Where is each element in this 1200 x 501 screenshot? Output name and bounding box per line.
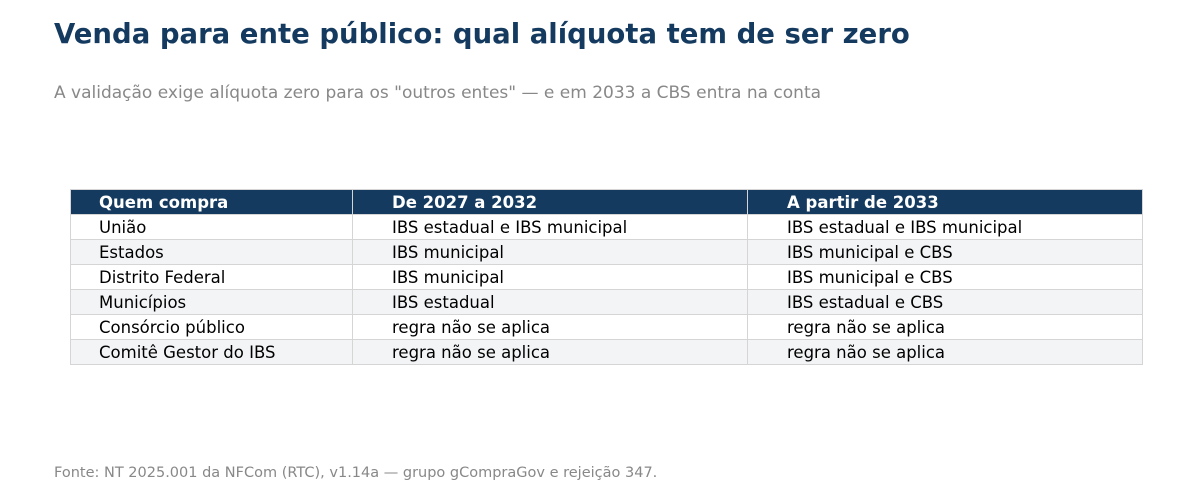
table-cell: regra não se aplica xyxy=(352,314,748,340)
table-row: Municípios IBS estadual IBS estadual e C… xyxy=(70,289,1143,315)
table-cell: União xyxy=(70,214,353,240)
table-cell: IBS estadual e IBS municipal xyxy=(747,214,1143,240)
table-cell: regra não se aplica xyxy=(352,339,748,365)
table-cell: regra não se aplica xyxy=(747,314,1143,340)
chart-title: Venda para ente público: qual alíquota t… xyxy=(54,18,910,50)
table-row: Distrito Federal IBS municipal IBS munic… xyxy=(70,264,1143,290)
column-header-buyer: Quem compra xyxy=(70,189,353,215)
table-cell: IBS estadual xyxy=(352,289,748,315)
table-cell: IBS municipal e CBS xyxy=(747,239,1143,265)
table-cell: Estados xyxy=(70,239,353,265)
table-header-row: Quem compra De 2027 a 2032 A partir de 2… xyxy=(70,189,1143,215)
table-cell: regra não se aplica xyxy=(747,339,1143,365)
table-cell: Consórcio público xyxy=(70,314,353,340)
aliquota-table: Quem compra De 2027 a 2032 A partir de 2… xyxy=(70,189,1143,365)
table-row: Consórcio público regra não se aplica re… xyxy=(70,314,1143,340)
table-cell: IBS estadual e CBS xyxy=(747,289,1143,315)
table-cell: Distrito Federal xyxy=(70,264,353,290)
chart-subtitle: A validação exige alíquota zero para os … xyxy=(54,83,822,103)
table-cell: Comitê Gestor do IBS xyxy=(70,339,353,365)
column-header-2027-2032: De 2027 a 2032 xyxy=(352,189,748,215)
table-cell: IBS estadual e IBS municipal xyxy=(352,214,748,240)
table-cell: Municípios xyxy=(70,289,353,315)
table-row: União IBS estadual e IBS municipal IBS e… xyxy=(70,214,1143,240)
table-row: Estados IBS municipal IBS municipal e CB… xyxy=(70,239,1143,265)
source-note: Fonte: NT 2025.001 da NFCom (RTC), v1.14… xyxy=(54,465,658,481)
table-cell: IBS municipal xyxy=(352,264,748,290)
table-cell: IBS municipal xyxy=(352,239,748,265)
table-cell: IBS municipal e CBS xyxy=(747,264,1143,290)
table-row: Comitê Gestor do IBS regra não se aplica… xyxy=(70,339,1143,365)
column-header-from-2033: A partir de 2033 xyxy=(747,189,1143,215)
